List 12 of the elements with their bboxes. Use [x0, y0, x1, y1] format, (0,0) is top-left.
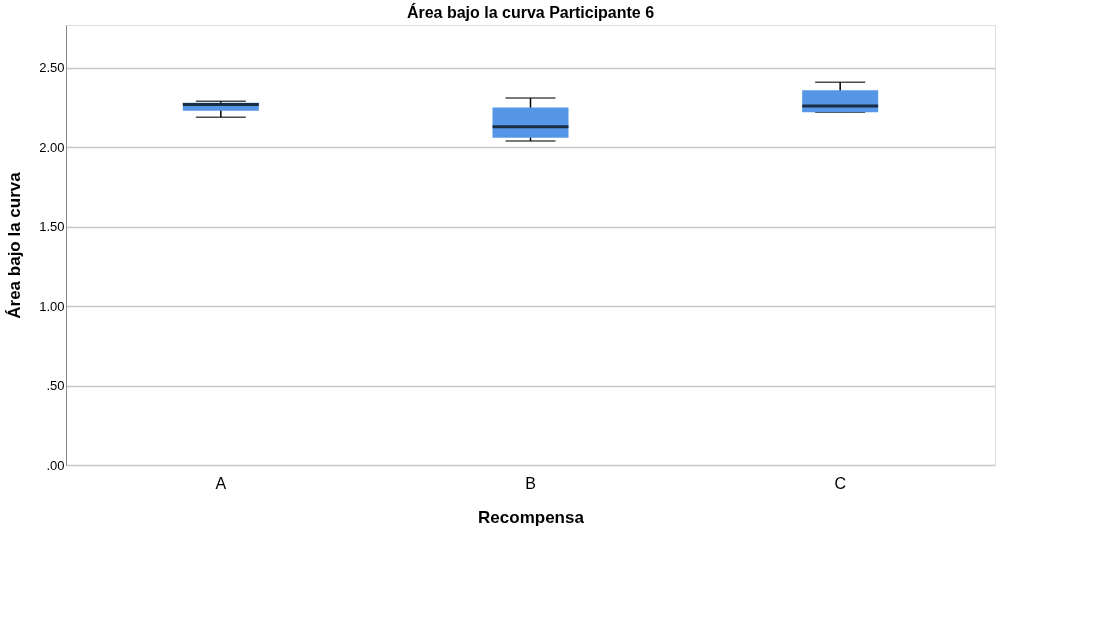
y-tick-label: 1.00	[39, 298, 65, 314]
y-tick-label: 2.50	[39, 60, 65, 76]
x-tick-label: A	[215, 474, 227, 492]
y-axis-title: Área bajo la curva	[5, 171, 25, 319]
y-tick-label: .50	[46, 378, 65, 394]
y-tick-label: 1.50	[39, 219, 65, 235]
x-axis-title: Recompensa	[478, 507, 585, 527]
chart-title: Área bajo la curva Participante 6	[406, 3, 655, 21]
x-tick-label: B	[525, 474, 536, 492]
y-tick-label: 2.00	[39, 139, 65, 155]
x-tick-label: C	[834, 474, 846, 492]
y-tick-label: .00	[46, 457, 65, 473]
